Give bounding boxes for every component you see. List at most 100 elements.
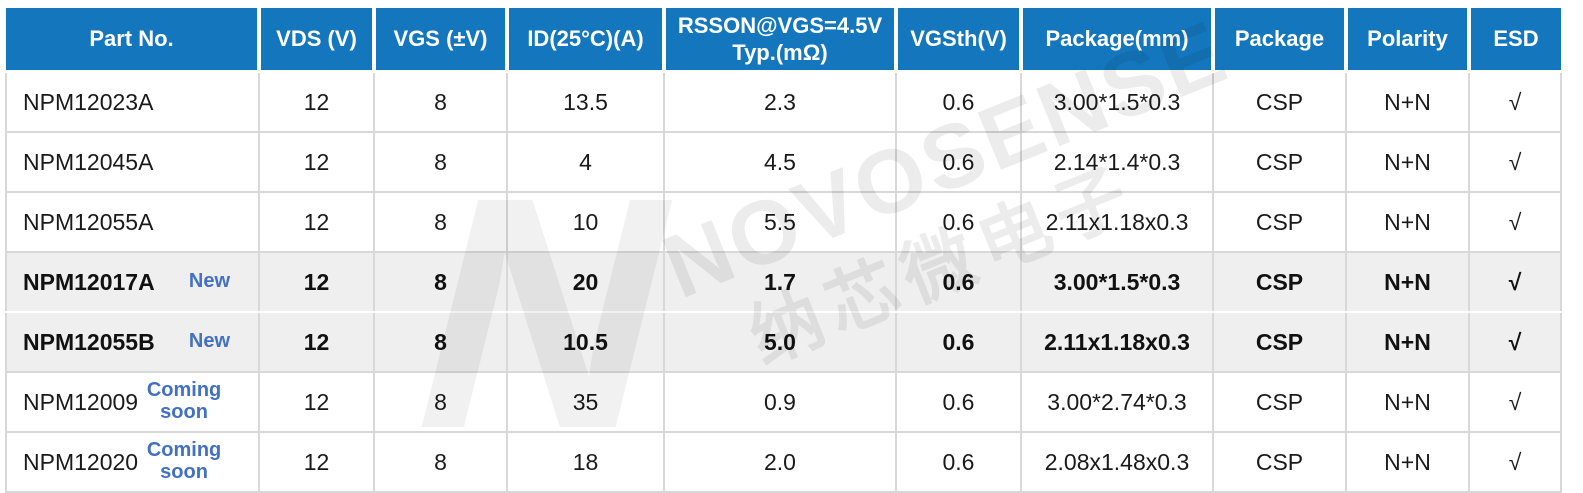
package-mm-cell: 2.08x1.48x0.3: [1021, 432, 1214, 493]
table-row: NPM12045A 12 8 4 4.5 0.6 2.14*1.4*0.3 CS…: [5, 132, 1562, 193]
esd-check: √: [1469, 372, 1562, 433]
column-header-part-no: Part No.: [6, 8, 261, 73]
package-cell: CSP: [1213, 192, 1347, 253]
table-row: NPM12055A 12 8 10 5.5 0.6 2.11x1.18x0.3 …: [5, 192, 1562, 253]
vgs-cell: 8: [374, 432, 508, 493]
package-mm-cell: 2.11x1.18x0.3: [1021, 192, 1214, 253]
part-number: NPM12045A: [23, 148, 154, 175]
table-row: NPM12020 Coming soon 12 8 18 2.0 0.6 2.0…: [5, 432, 1562, 493]
part-number: NPM12020: [23, 448, 139, 475]
polarity-cell: N+N: [1346, 71, 1470, 133]
polarity-cell: N+N: [1346, 372, 1470, 433]
id-cell: 10: [507, 192, 665, 253]
column-header-polarity: Polarity: [1346, 8, 1471, 73]
rsson-cell: 1.7: [664, 252, 897, 313]
vds-cell: 12: [259, 252, 375, 313]
package-mm-cell: 3.00*1.5*0.3: [1021, 252, 1214, 313]
vds-cell: 12: [259, 312, 375, 373]
column-header-package: Package: [1213, 8, 1348, 73]
vds-cell: 12: [259, 192, 375, 253]
vgsth-cell: 0.6: [896, 192, 1022, 253]
id-cell: 13.5: [507, 71, 665, 133]
vgs-cell: 8: [374, 132, 508, 193]
vgs-cell: 8: [374, 372, 508, 433]
rsson-cell: 2.0: [664, 432, 897, 493]
vgsth-cell: 0.6: [896, 132, 1022, 193]
vgsth-cell: 0.6: [896, 312, 1022, 373]
package-cell: CSP: [1213, 71, 1347, 133]
new-badge: New: [188, 270, 230, 293]
column-header-vgs: VGS (±V): [374, 8, 509, 73]
part-number: NPM12009: [23, 388, 139, 415]
part-number: NPM12055B: [23, 328, 155, 355]
part-no-cell: NPM12017A New: [5, 252, 260, 313]
vds-cell: 12: [259, 372, 375, 433]
package-mm-cell: 2.11x1.18x0.3: [1021, 312, 1214, 373]
package-cell: CSP: [1213, 432, 1347, 493]
rsson-cell: 5.0: [664, 312, 897, 373]
package-cell: CSP: [1213, 312, 1347, 373]
coming-soon-badge: Coming soon: [146, 439, 222, 483]
package-mm-cell: 3.00*2.74*0.3: [1021, 372, 1214, 433]
package-mm-cell: 2.14*1.4*0.3: [1021, 132, 1214, 193]
polarity-cell: N+N: [1346, 432, 1470, 493]
vgs-cell: 8: [374, 192, 508, 253]
rsson-cell: 2.3: [664, 71, 897, 133]
polarity-cell: N+N: [1346, 132, 1470, 193]
id-cell: 18: [507, 432, 665, 493]
part-number: NPM12055A: [23, 208, 154, 235]
rsson-cell: 0.9: [664, 372, 897, 433]
vds-cell: 12: [259, 132, 375, 193]
part-no-cell: NPM12055B New: [5, 312, 260, 373]
table-row: NPM12023A 12 8 13.5 2.3 0.6 3.00*1.5*0.3…: [5, 71, 1562, 133]
vgsth-cell: 0.6: [896, 372, 1022, 433]
package-mm-cell: 3.00*1.5*0.3: [1021, 71, 1214, 133]
rsson-cell: 4.5: [664, 132, 897, 193]
esd-check: √: [1469, 132, 1562, 193]
column-header-id: ID(25°C)(A): [507, 8, 666, 73]
part-no-cell: NPM12009 Coming soon: [5, 372, 260, 433]
column-header-vds: VDS (V): [259, 8, 376, 73]
vgs-cell: 8: [374, 312, 508, 373]
esd-check: √: [1469, 71, 1562, 133]
part-no-cell: NPM12055A: [5, 192, 260, 253]
polarity-cell: N+N: [1346, 312, 1470, 373]
polarity-cell: N+N: [1346, 192, 1470, 253]
esd-check: √: [1469, 192, 1562, 253]
column-header-vgsth: VGSth(V): [896, 8, 1023, 73]
esd-check: √: [1469, 312, 1562, 373]
part-number: NPM12017A: [23, 268, 155, 295]
vgs-cell: 8: [374, 71, 508, 133]
part-number: NPM12023A: [23, 88, 154, 115]
part-no-cell: NPM12023A: [5, 71, 260, 133]
package-cell: CSP: [1213, 252, 1347, 313]
vgsth-cell: 0.6: [896, 71, 1022, 133]
new-badge: New: [188, 330, 230, 353]
esd-check: √: [1469, 432, 1562, 493]
vgs-cell: 8: [374, 252, 508, 313]
id-cell: 10.5: [507, 312, 665, 373]
table-row-highlight-new: NPM12055B New 12 8 10.5 5.0 0.6 2.11x1.1…: [5, 312, 1562, 373]
vgsth-cell: 0.6: [896, 252, 1022, 313]
rsson-cell: 5.5: [664, 192, 897, 253]
column-header-package-mm: Package(mm): [1021, 8, 1215, 73]
column-header-rsson: RSSON@VGS=4.5V Typ.(mΩ): [664, 8, 898, 73]
vds-cell: 12: [259, 71, 375, 133]
id-cell: 20: [507, 252, 665, 313]
vgsth-cell: 0.6: [896, 432, 1022, 493]
polarity-cell: N+N: [1346, 252, 1470, 313]
vds-cell: 12: [259, 432, 375, 493]
id-cell: 4: [507, 132, 665, 193]
table-row: NPM12009 Coming soon 12 8 35 0.9 0.6 3.0…: [5, 372, 1562, 433]
package-cell: CSP: [1213, 372, 1347, 433]
part-no-cell: NPM12045A: [5, 132, 260, 193]
esd-check: √: [1469, 252, 1562, 313]
product-table: Part No. VDS (V) VGS (±V) ID(25°C)(A) RS…: [5, 8, 1562, 493]
header-row: Part No. VDS (V) VGS (±V) ID(25°C)(A) RS…: [6, 8, 1561, 73]
package-cell: CSP: [1213, 132, 1347, 193]
column-header-esd: ESD: [1469, 8, 1561, 73]
coming-soon-badge: Coming soon: [146, 379, 222, 423]
table-row-highlight-new: NPM12017A New 12 8 20 1.7 0.6 3.00*1.5*0…: [5, 252, 1562, 313]
id-cell: 35: [507, 372, 665, 433]
